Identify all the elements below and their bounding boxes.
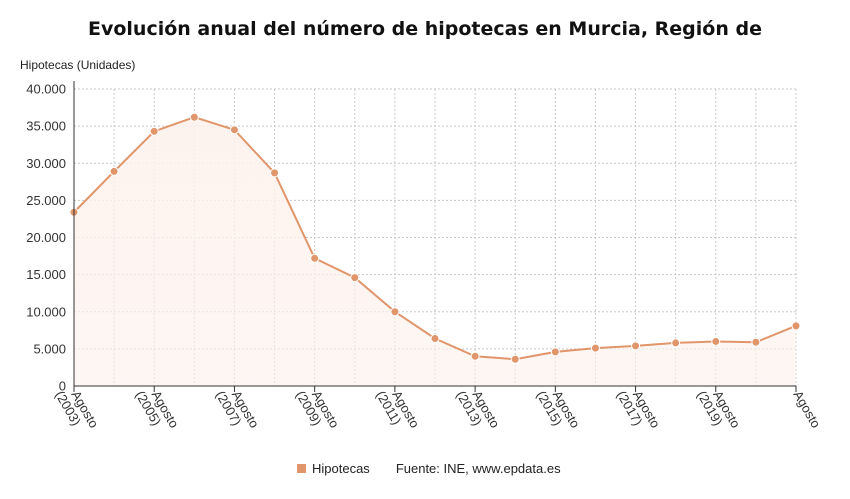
data-point[interactable] (350, 273, 360, 283)
data-point[interactable] (711, 336, 721, 346)
data-point[interactable] (229, 125, 239, 135)
x-tick-label-line1: Agosto (790, 388, 823, 431)
chart-title: Evolución anual del número de hipotecas … (88, 18, 762, 40)
data-point[interactable] (430, 333, 440, 343)
data-point[interactable] (791, 321, 801, 331)
source-note: Fuente: INE, www.epdata.es (395, 461, 561, 476)
y-tick-label: 15.000 (26, 267, 66, 282)
x-tick-labels: Agosto(2003) Agosto(2005) Agosto(2007) Agos… (52, 388, 823, 431)
x-tick-label: Agosto(2007) (213, 388, 262, 431)
y-tick-label: 0 (59, 379, 66, 394)
data-point[interactable] (149, 126, 159, 136)
y-tick-label: 10.000 (26, 304, 66, 319)
x-tick-label: Agosto(2017) (614, 388, 663, 431)
area-fill (74, 117, 796, 386)
y-tick-label: 20.000 (26, 230, 66, 245)
data-point[interactable] (590, 343, 600, 353)
data-point[interactable] (390, 307, 400, 317)
y-tick-label: 25.000 (26, 193, 66, 208)
y-tick-label: 5.000 (33, 341, 66, 356)
x-tick-label: Agosto(2011) (373, 388, 422, 431)
y-axis-label: Hipotecas (Unidades) (20, 58, 136, 72)
x-tick-label: Agosto(2009) (293, 388, 342, 431)
x-tick-label: Agosto (790, 388, 823, 431)
y-tick-label: 30.000 (26, 156, 66, 171)
data-point[interactable] (470, 351, 480, 361)
data-point[interactable] (510, 354, 520, 364)
data-point[interactable] (270, 168, 280, 178)
legend: Hipotecas Fuente: INE, www.epdata.es (297, 461, 561, 476)
data-point[interactable] (631, 341, 641, 351)
y-tick-label: 35.000 (26, 119, 66, 134)
x-tick-label: Agosto(2013) (453, 388, 502, 431)
data-points (69, 112, 801, 364)
x-tick-label: Agosto(2015) (534, 388, 583, 431)
y-tick-labels: 0 5.000 10.000 15.000 20.000 25.000 30.000 35.0… (26, 82, 66, 394)
x-tick-label: Agosto(2019) (694, 388, 743, 431)
y-tick-label: 40.000 (26, 82, 66, 97)
series-area (74, 117, 796, 386)
data-point[interactable] (550, 347, 560, 357)
data-point[interactable] (310, 253, 320, 263)
data-point[interactable] (671, 338, 681, 348)
x-tick-label: Agosto(2005) (132, 388, 181, 431)
data-point[interactable] (109, 166, 119, 176)
axes (73, 81, 797, 392)
data-point[interactable] (189, 112, 199, 122)
legend-swatch (297, 464, 306, 473)
data-point[interactable] (751, 337, 761, 347)
legend-series-label: Hipotecas (312, 461, 370, 476)
